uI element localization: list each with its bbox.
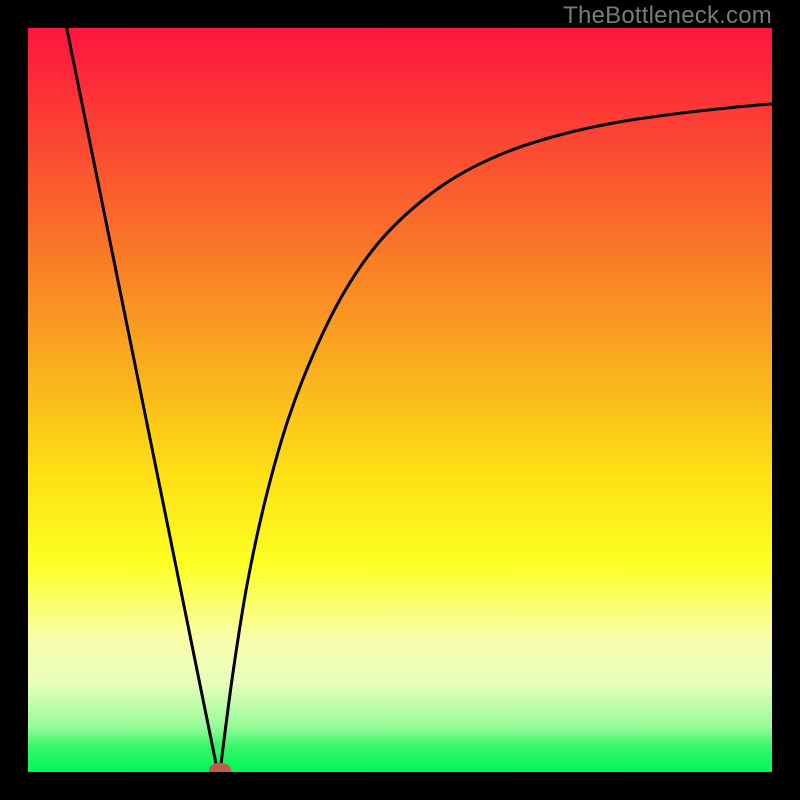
curve-left-branch (67, 28, 218, 772)
chart-container: TheBottleneck.com (0, 0, 800, 800)
watermark-text: TheBottleneck.com (563, 2, 772, 30)
curve-layer (28, 28, 772, 772)
curve-right-branch (220, 104, 772, 772)
plot-area (28, 28, 772, 772)
minimum-marker (209, 763, 231, 772)
